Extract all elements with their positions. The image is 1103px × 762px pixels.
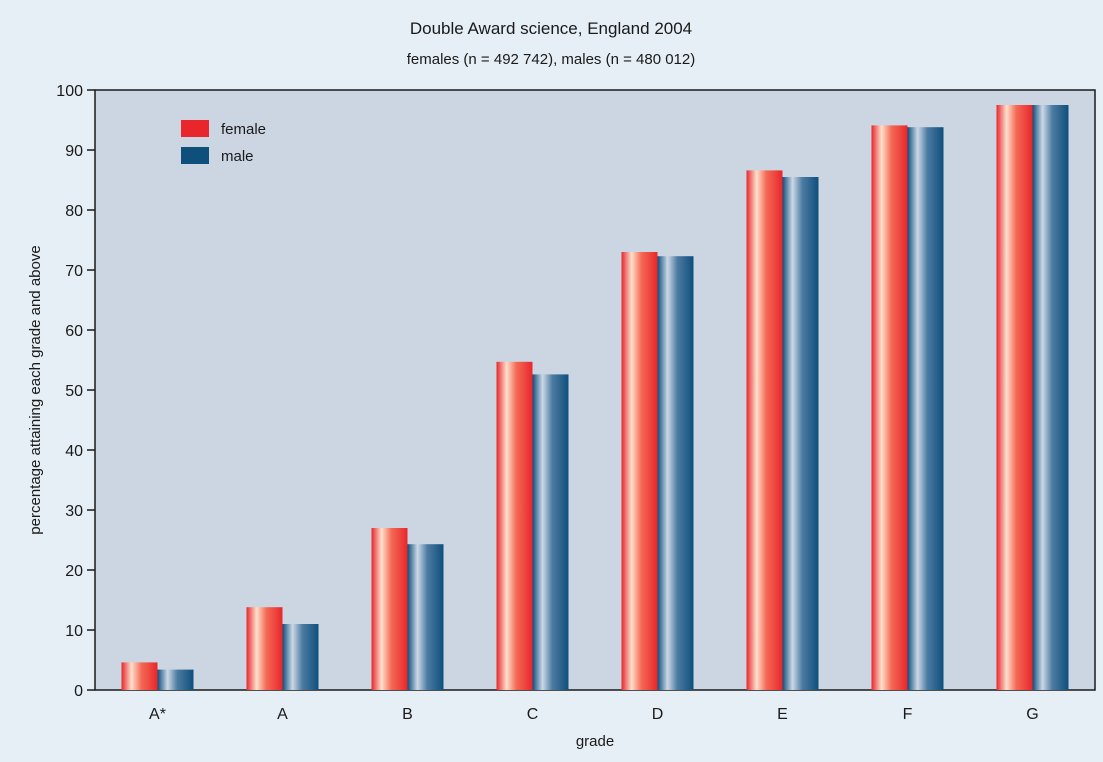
bar-male-B: [407, 544, 444, 690]
bar-female-G: [996, 105, 1033, 690]
legend: female male: [181, 120, 266, 165]
bar-female-A: [246, 607, 283, 690]
x-tick-label: G: [1026, 706, 1038, 723]
bar-male-A*: [157, 669, 194, 690]
x-axis: A* A B C D E F G: [149, 706, 1039, 723]
legend-swatch-male: [181, 147, 209, 164]
bar-male-D: [657, 256, 694, 690]
y-tick-label: 50: [65, 383, 83, 400]
legend-label-male: male: [221, 148, 254, 165]
legend-label-female: female: [221, 121, 266, 138]
chart-title: Double Award science, England 2004: [410, 19, 692, 38]
y-tick-label: 30: [65, 503, 83, 520]
bar-female-E: [746, 170, 783, 690]
legend-swatch-female: [181, 120, 209, 137]
bar-female-C: [496, 361, 533, 690]
y-tick-label: 100: [56, 83, 83, 100]
bar-male-F: [907, 127, 944, 690]
bar-female-F: [871, 125, 908, 690]
y-tick-label: 40: [65, 443, 83, 460]
x-tick-label: A*: [149, 706, 166, 723]
y-tick-label: 80: [65, 203, 83, 220]
x-tick-label: A: [277, 706, 288, 723]
y-tick-label: 0: [74, 683, 83, 700]
bar-female-A*: [121, 662, 158, 690]
bar-male-C: [532, 374, 569, 690]
bar-male-A: [282, 624, 319, 690]
bar-female-B: [371, 528, 408, 690]
x-tick-label: F: [903, 706, 913, 723]
x-tick-label: B: [402, 706, 413, 723]
y-tick-label: 10: [65, 623, 83, 640]
bars-layer: [121, 105, 1069, 690]
y-tick-label: 60: [65, 323, 83, 340]
y-tick-label: 90: [65, 143, 83, 160]
y-tick-label: 70: [65, 263, 83, 280]
bar-male-E: [782, 177, 819, 690]
bar-male-G: [1032, 105, 1069, 690]
x-tick-label: C: [527, 706, 539, 723]
plot-area: [94, 89, 1096, 691]
x-tick-label: D: [652, 706, 664, 723]
y-tick-label: 20: [65, 563, 83, 580]
bar-female-D: [621, 252, 658, 690]
chart-subtitle: females (n = 492 742), males (n = 480 01…: [407, 51, 696, 68]
y-axis-label: percentage attaining each grade and abov…: [27, 245, 44, 534]
x-tick-label: E: [777, 706, 788, 723]
x-axis-label: grade: [576, 733, 614, 750]
y-axis: 0 10 20 30 40 50 60 70 80 90 100: [56, 83, 95, 700]
